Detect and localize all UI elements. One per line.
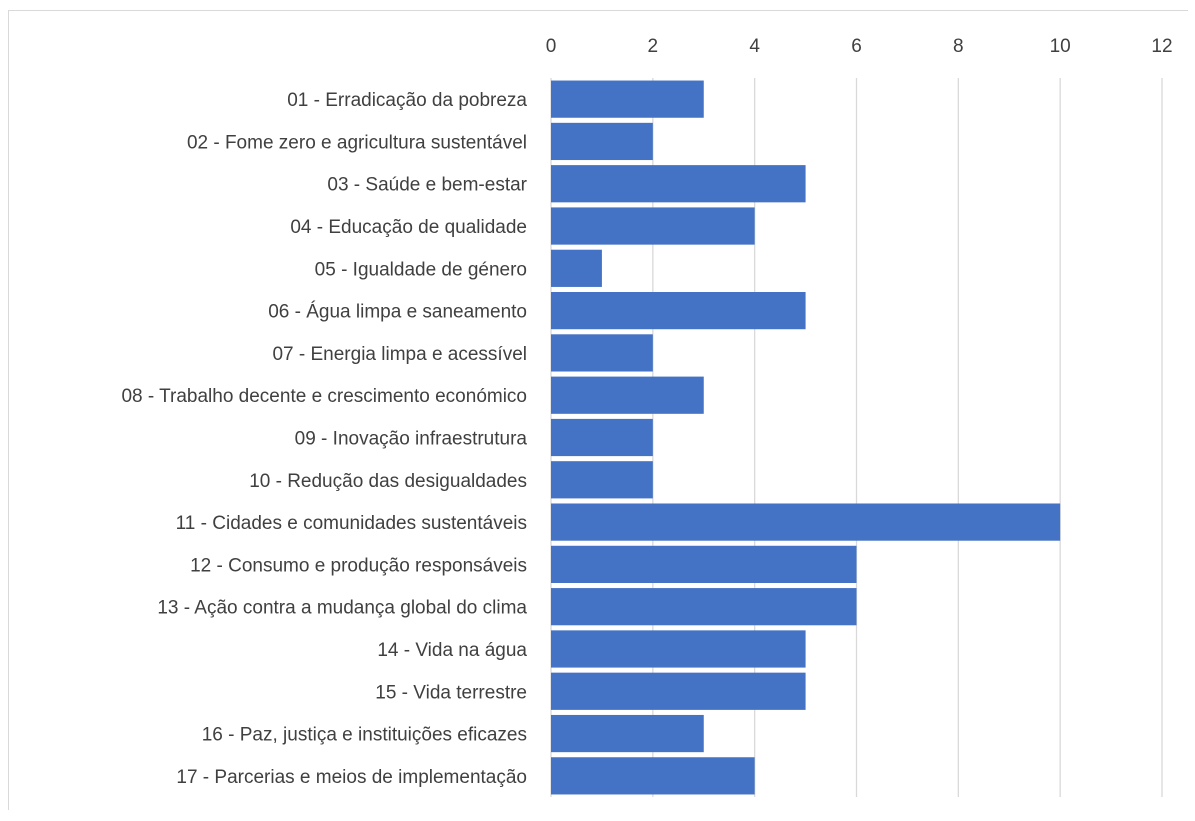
x-tick-label: 6	[851, 36, 862, 57]
category-label: 06 - Água limpa e saneamento	[268, 302, 527, 323]
category-label: 04 - Educação de qualidade	[290, 217, 527, 238]
bar	[551, 714, 704, 753]
chart-frame	[8, 10, 1188, 810]
bar	[551, 376, 704, 414]
category-label: 13 - Ação contra a mudança global do cli…	[157, 598, 527, 619]
category-label: 07 - Energia limpa e acessível	[272, 344, 527, 365]
bar	[551, 757, 755, 795]
x-tick-label: 10	[1050, 36, 1071, 57]
category-label: 12 - Consumo e produção responsáveis	[190, 555, 527, 576]
x-tick-label: 2	[648, 36, 659, 57]
x-tick-label: 12	[1151, 36, 1172, 57]
category-label: 02 - Fome zero e agricultura sustentável	[187, 132, 527, 153]
category-label: 08 - Trabalho decente e crescimento econ…	[121, 386, 527, 407]
bar	[551, 80, 704, 118]
bar	[551, 292, 806, 330]
category-label: 14 - Vida na água	[377, 640, 527, 661]
bar	[551, 334, 653, 372]
bar	[551, 545, 857, 583]
bar	[551, 461, 653, 499]
bar	[551, 122, 653, 161]
bar	[551, 588, 857, 626]
bar	[551, 672, 806, 710]
category-label: 05 - Igualdade de género	[315, 259, 527, 280]
x-tick-label: 0	[546, 36, 557, 57]
category-label: 10 - Redução das desigualdades	[249, 471, 527, 492]
category-label: 11 - Cidades e comunidades sustentáveis	[176, 513, 527, 534]
bar	[551, 249, 602, 287]
x-tick-label: 4	[749, 36, 760, 57]
category-label: 09 - Inovação infraestrutura	[295, 429, 528, 450]
category-label: 17 - Parcerias e meios de implementação	[176, 767, 527, 788]
bar	[551, 503, 1061, 541]
bar	[551, 630, 806, 668]
category-label: 01 - Erradicação da pobreza	[287, 90, 527, 111]
bars	[551, 80, 1061, 795]
bar	[551, 207, 755, 245]
category-labels: 01 - Erradicação da pobreza 02 - Fome zer…	[121, 90, 527, 788]
category-label: 16 - Paz, justiça e instituições eficaze…	[202, 725, 527, 746]
bar	[551, 418, 653, 457]
category-label: 03 - Saúde e bem-estar	[327, 175, 527, 196]
x-tick-label: 8	[953, 36, 964, 57]
x-axis-ticks: 0 2 4 6 8 10 12	[546, 36, 1173, 57]
category-label: 15 - Vida terrestre	[375, 682, 527, 703]
bar	[551, 165, 806, 203]
